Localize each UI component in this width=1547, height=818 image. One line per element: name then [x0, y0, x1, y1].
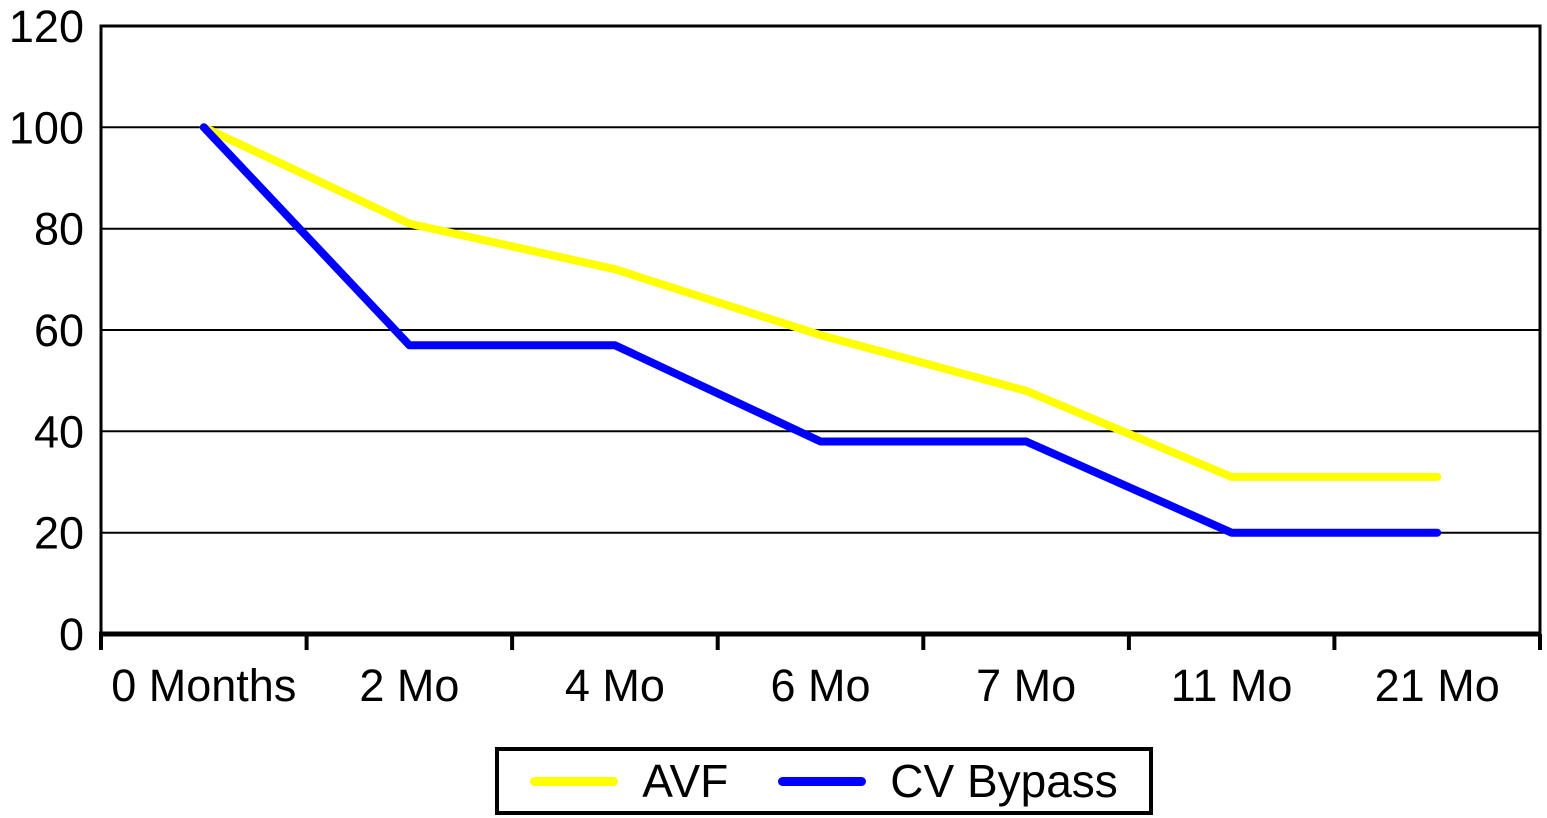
x-axis-label: 2 Mo [359, 660, 459, 711]
x-axis-label: 21 Mo [1375, 660, 1500, 711]
x-axis-label: 6 Mo [770, 660, 870, 711]
avf-line-swatch [530, 776, 619, 786]
x-axis-label: 0 Months [111, 660, 296, 711]
y-axis-label: 120 [9, 1, 84, 52]
cv-bypass-line-swatch [778, 776, 867, 786]
chart-legend: AVF CV Bypass [495, 747, 1153, 815]
y-axis-label: 0 [59, 609, 84, 660]
y-axis-label: 80 [34, 204, 84, 255]
x-axis-label: 11 Mo [1171, 660, 1293, 711]
y-axis-label: 60 [34, 305, 84, 356]
legend-label-avf: AVF [642, 755, 729, 807]
series-line-avf [199, 123, 1442, 481]
legend-label-cv-bypass: CV Bypass [890, 755, 1118, 807]
x-axis-label: 7 Mo [976, 660, 1076, 711]
series-line-cv-bypass [199, 123, 1442, 537]
y-axis-label: 20 [34, 508, 84, 559]
y-axis-label: 40 [34, 406, 84, 457]
legend-item-avf: AVF [530, 758, 728, 804]
x-axis-label: 4 Mo [565, 660, 665, 711]
legend-item-cv-bypass: CV Bypass [778, 758, 1118, 804]
y-axis-label: 100 [9, 102, 84, 153]
